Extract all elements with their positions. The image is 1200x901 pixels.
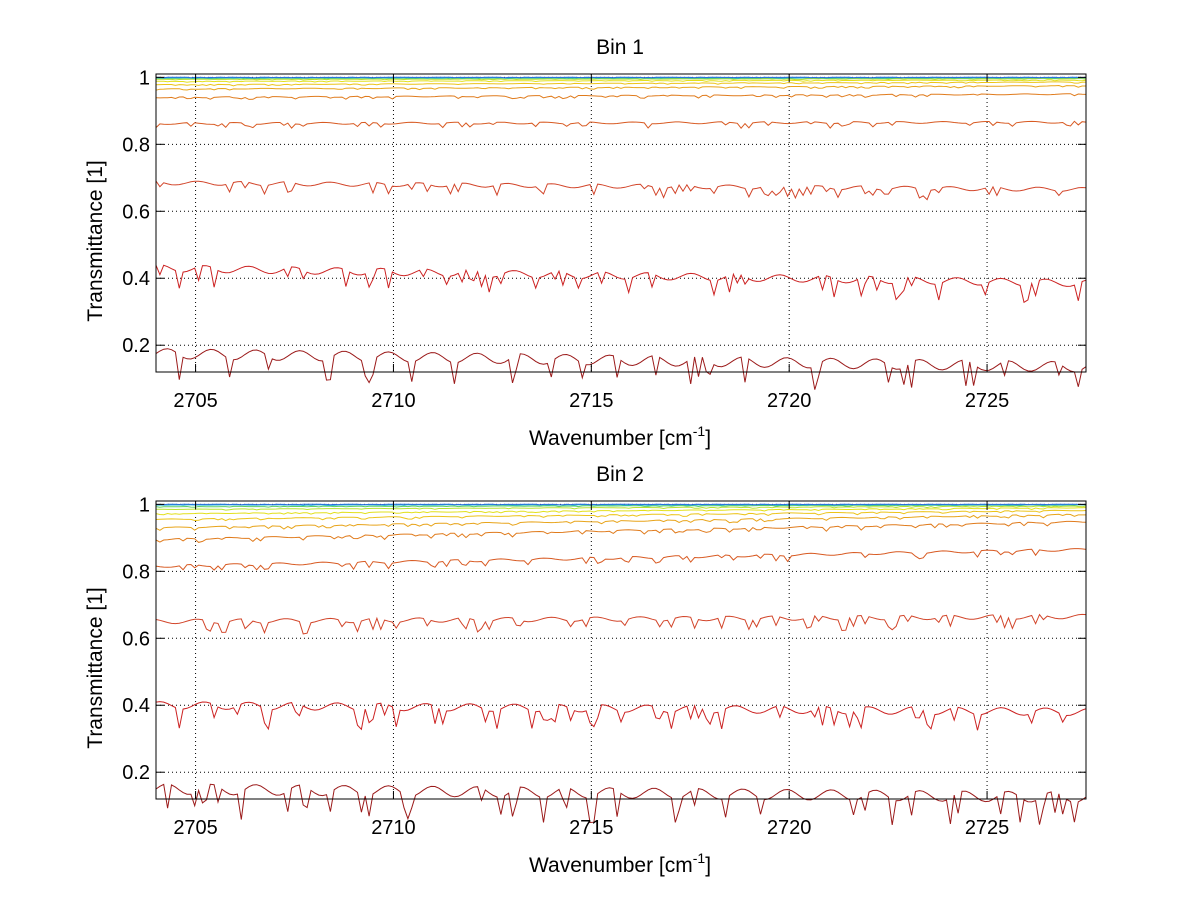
y-axis-label: Transmittance [1]: [84, 587, 107, 748]
series-line-12: [156, 76, 1087, 79]
series-line-5: [155, 93, 1087, 100]
x-axis-label: Wavenumber [cm-1]: [529, 850, 711, 877]
x-tick-label: 2715: [569, 390, 614, 412]
x-tick-label: 2705: [173, 390, 218, 412]
x-tick-label: 2715: [569, 817, 614, 839]
chart-title: Bin 1: [596, 36, 644, 59]
y-tick-label: 0.4: [122, 695, 150, 717]
y-tick-label: 0.2: [122, 762, 150, 784]
grid: [156, 501, 1086, 799]
y-tick-label: 0.6: [122, 628, 150, 650]
plot-frame: [155, 500, 1087, 800]
series-line-7: [155, 509, 1087, 522]
y-tick-label: 1: [139, 67, 150, 89]
series-line-8: [155, 79, 1087, 83]
series-line-12: [155, 503, 1087, 506]
plot-frame: [155, 73, 1087, 373]
series-line-2: [155, 701, 1087, 731]
series-group: [155, 76, 1087, 390]
x-axis-label: Wavenumber [cm-1]: [529, 423, 711, 450]
x-tick-label: 2705: [173, 817, 218, 839]
chart-bin-1: Bin 1 2705 2710 2715 2720 27250.20.40.60.81 …: [84, 36, 1087, 450]
series-line-6: [155, 513, 1086, 531]
x-tick-label: 2720: [767, 390, 812, 412]
series-line-6: [155, 84, 1086, 91]
series-group: [155, 503, 1087, 825]
series-line-5: [155, 520, 1087, 543]
ticks: 2705 2710 2715 2720 2725 0.2 0.4 0.6 0.8 1: [122, 494, 1086, 839]
series-line-2: [155, 264, 1087, 304]
ticks: 2705 2710 2715 2720 2725 0.2 0.4 0.6 0.8 1: [122, 67, 1086, 412]
y-tick-label: 0.6: [122, 201, 150, 223]
grid: [156, 74, 1086, 372]
series-line-7: [155, 81, 1087, 87]
series-line-4: [155, 120, 1087, 129]
series-line-4: [155, 548, 1087, 571]
series-line-9: [155, 78, 1087, 81]
y-tick-label: 0.4: [122, 268, 150, 290]
y-axis-label: Transmittance [1]: [84, 160, 107, 321]
series-line-1: [155, 348, 1087, 390]
chart-bin-2: Bin 2 2705 2710 2715 2720 27250.20.40.60.81 …: [84, 463, 1087, 877]
series-line-3: [155, 180, 1087, 201]
series-line-9: [156, 505, 1087, 511]
x-tick-label: 2710: [371, 390, 416, 412]
y-tick-label: 1: [139, 494, 150, 516]
series-line-1: [155, 783, 1087, 825]
chart-title: Bin 2: [596, 463, 644, 486]
x-tick-label: 2725: [965, 817, 1010, 839]
x-tick-label: 2720: [767, 817, 812, 839]
y-tick-label: 0.8: [122, 134, 150, 156]
series-line-8: [155, 507, 1087, 516]
series-line-3: [155, 613, 1087, 635]
x-tick-label: 2710: [371, 817, 416, 839]
y-tick-label: 0.2: [122, 335, 150, 357]
y-tick-label: 0.8: [122, 561, 150, 583]
x-tick-label: 2725: [965, 390, 1010, 412]
